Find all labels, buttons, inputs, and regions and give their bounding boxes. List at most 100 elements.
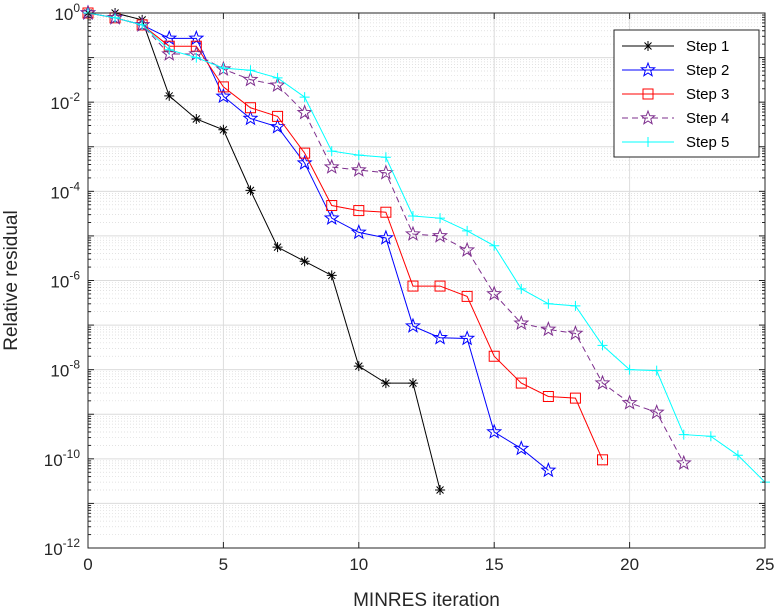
data-point [191, 113, 202, 124]
data-point [218, 63, 229, 74]
x-tick-label: 10 [349, 555, 368, 574]
series-5 [83, 8, 770, 488]
data-point [353, 150, 364, 161]
x-axis-label: MINRES iteration [353, 590, 500, 611]
data-point [540, 320, 557, 337]
data-point [489, 240, 500, 251]
data-point [461, 290, 473, 302]
data-point [110, 12, 121, 23]
x-tick-label: 5 [219, 555, 228, 574]
grid [87, 12, 766, 549]
data-point [594, 374, 611, 390]
data-point [326, 270, 337, 281]
y-tick-label: 10-6 [50, 269, 80, 292]
data-point [435, 484, 446, 495]
ticks [87, 12, 766, 549]
data-point [486, 423, 503, 439]
data-point [242, 110, 259, 126]
legend: Step 1 Step 2 Step 3 Step 4 Step 5 [613, 29, 760, 158]
data-point [642, 88, 654, 100]
data-point [242, 71, 259, 87]
data-point [217, 81, 229, 93]
data-point [323, 209, 340, 225]
data-point [542, 391, 554, 403]
data-point [435, 213, 446, 224]
data-point [569, 392, 581, 404]
data-point [459, 330, 476, 346]
data-point [269, 118, 286, 134]
data-point [215, 87, 232, 104]
legend-label: Step 1 [686, 38, 729, 55]
data-point [486, 285, 503, 301]
data-point [296, 154, 313, 170]
data-point [459, 241, 476, 257]
data-point [651, 365, 662, 376]
series-group [79, 4, 770, 495]
data-point [377, 164, 394, 180]
y-tick-label: 10-4 [50, 179, 80, 202]
y-tick-label: 10-8 [50, 358, 80, 381]
data-point [164, 90, 175, 101]
data-point [161, 45, 178, 61]
data-point [516, 283, 527, 294]
data-point [350, 161, 367, 177]
legend-label: Step 3 [686, 86, 729, 103]
x-tick-label: 20 [620, 555, 639, 574]
data-point [191, 52, 202, 63]
data-point [380, 206, 392, 218]
data-point [299, 92, 310, 103]
legend-label: Step 5 [686, 134, 729, 151]
legend-label: Step 4 [686, 110, 729, 127]
tick-labels: 0 5 10 15 20 25 100 10-2 10-4 10-6 10-8 10-10 10-12 [44, 1, 775, 574]
data-point [513, 440, 530, 456]
data-point [639, 109, 657, 125]
data-point [462, 225, 473, 236]
data-point [570, 300, 581, 311]
data-point [624, 364, 635, 375]
data-point [137, 19, 148, 30]
data-point [621, 394, 638, 410]
data-point [432, 329, 449, 345]
data-point [299, 256, 310, 267]
data-point [350, 223, 367, 240]
x-tick-label: 25 [756, 555, 775, 574]
data-point [597, 340, 608, 351]
data-point [380, 152, 391, 163]
legend-label: Step 2 [686, 62, 729, 79]
data-point [404, 317, 421, 333]
data-point [272, 72, 283, 83]
data-point [296, 104, 313, 120]
data-point [488, 350, 500, 362]
data-point [540, 461, 557, 478]
y-axis-label: Relative residual [1, 210, 22, 350]
data-point [245, 65, 256, 76]
data-point [732, 450, 743, 461]
data-point [190, 40, 202, 52]
data-point [513, 314, 530, 331]
data-point [678, 429, 689, 440]
data-point [597, 454, 609, 466]
data-point [515, 377, 527, 389]
data-point [245, 185, 256, 196]
data-point [326, 200, 338, 212]
data-point [434, 280, 446, 292]
data-point [218, 124, 229, 135]
data-point [407, 378, 418, 389]
data-point [299, 147, 311, 159]
data-point [269, 76, 286, 93]
data-point [675, 454, 692, 470]
data-point [567, 324, 584, 341]
x-tick-label: 0 [83, 555, 92, 574]
x-tick-label: 15 [485, 555, 504, 574]
data-point [326, 146, 337, 157]
series-4 [79, 4, 692, 470]
y-tick-label: 10-12 [44, 536, 81, 559]
data-point [353, 361, 364, 372]
data-point [272, 242, 283, 253]
data-point [643, 41, 653, 51]
data-point [407, 210, 418, 221]
series-line [87, 12, 685, 464]
data-point [323, 158, 340, 174]
data-point [377, 229, 394, 245]
